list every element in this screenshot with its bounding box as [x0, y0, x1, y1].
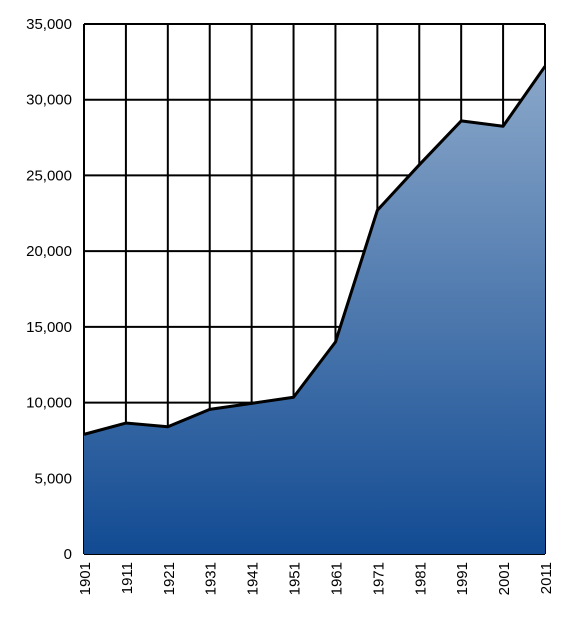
- x-tick-label: 2011: [538, 562, 555, 594]
- x-tick-label: 1931: [203, 562, 220, 595]
- x-tick-label: 1951: [287, 562, 304, 595]
- x-tick-label: 1911: [119, 562, 136, 594]
- x-tick-label: 1921: [161, 562, 178, 595]
- x-tick-label: 1991: [454, 562, 471, 595]
- y-tick-label: 20,000: [26, 243, 72, 260]
- x-tick-label: 2001: [496, 562, 513, 595]
- x-tick-label: 1971: [370, 562, 387, 595]
- series-line: [83, 65, 547, 436]
- x-axis-ticks: 1901 1911 1921 1931 1941 1951 1961 1971 1981 1991…: [77, 562, 555, 595]
- y-axis-ticks: 0 5,000 10,000 15,000 20,000 25,000 30,000 35,0…: [26, 16, 72, 563]
- y-tick-label: 25,000: [26, 167, 72, 184]
- x-tick-label: 1941: [245, 562, 262, 595]
- y-tick-label: 5,000: [34, 470, 72, 487]
- y-tick-label: 15,000: [26, 319, 72, 336]
- y-tick-label: 30,000: [26, 92, 72, 109]
- y-tick-label: 10,000: [26, 395, 72, 412]
- y-tick-label: 0: [64, 546, 72, 563]
- area-fill: [84, 66, 545, 555]
- x-tick-label: 1961: [328, 562, 345, 595]
- y-tick-label: 35,000: [26, 16, 72, 33]
- x-tick-label: 1981: [412, 562, 429, 595]
- x-tick-label: 1901: [77, 562, 94, 595]
